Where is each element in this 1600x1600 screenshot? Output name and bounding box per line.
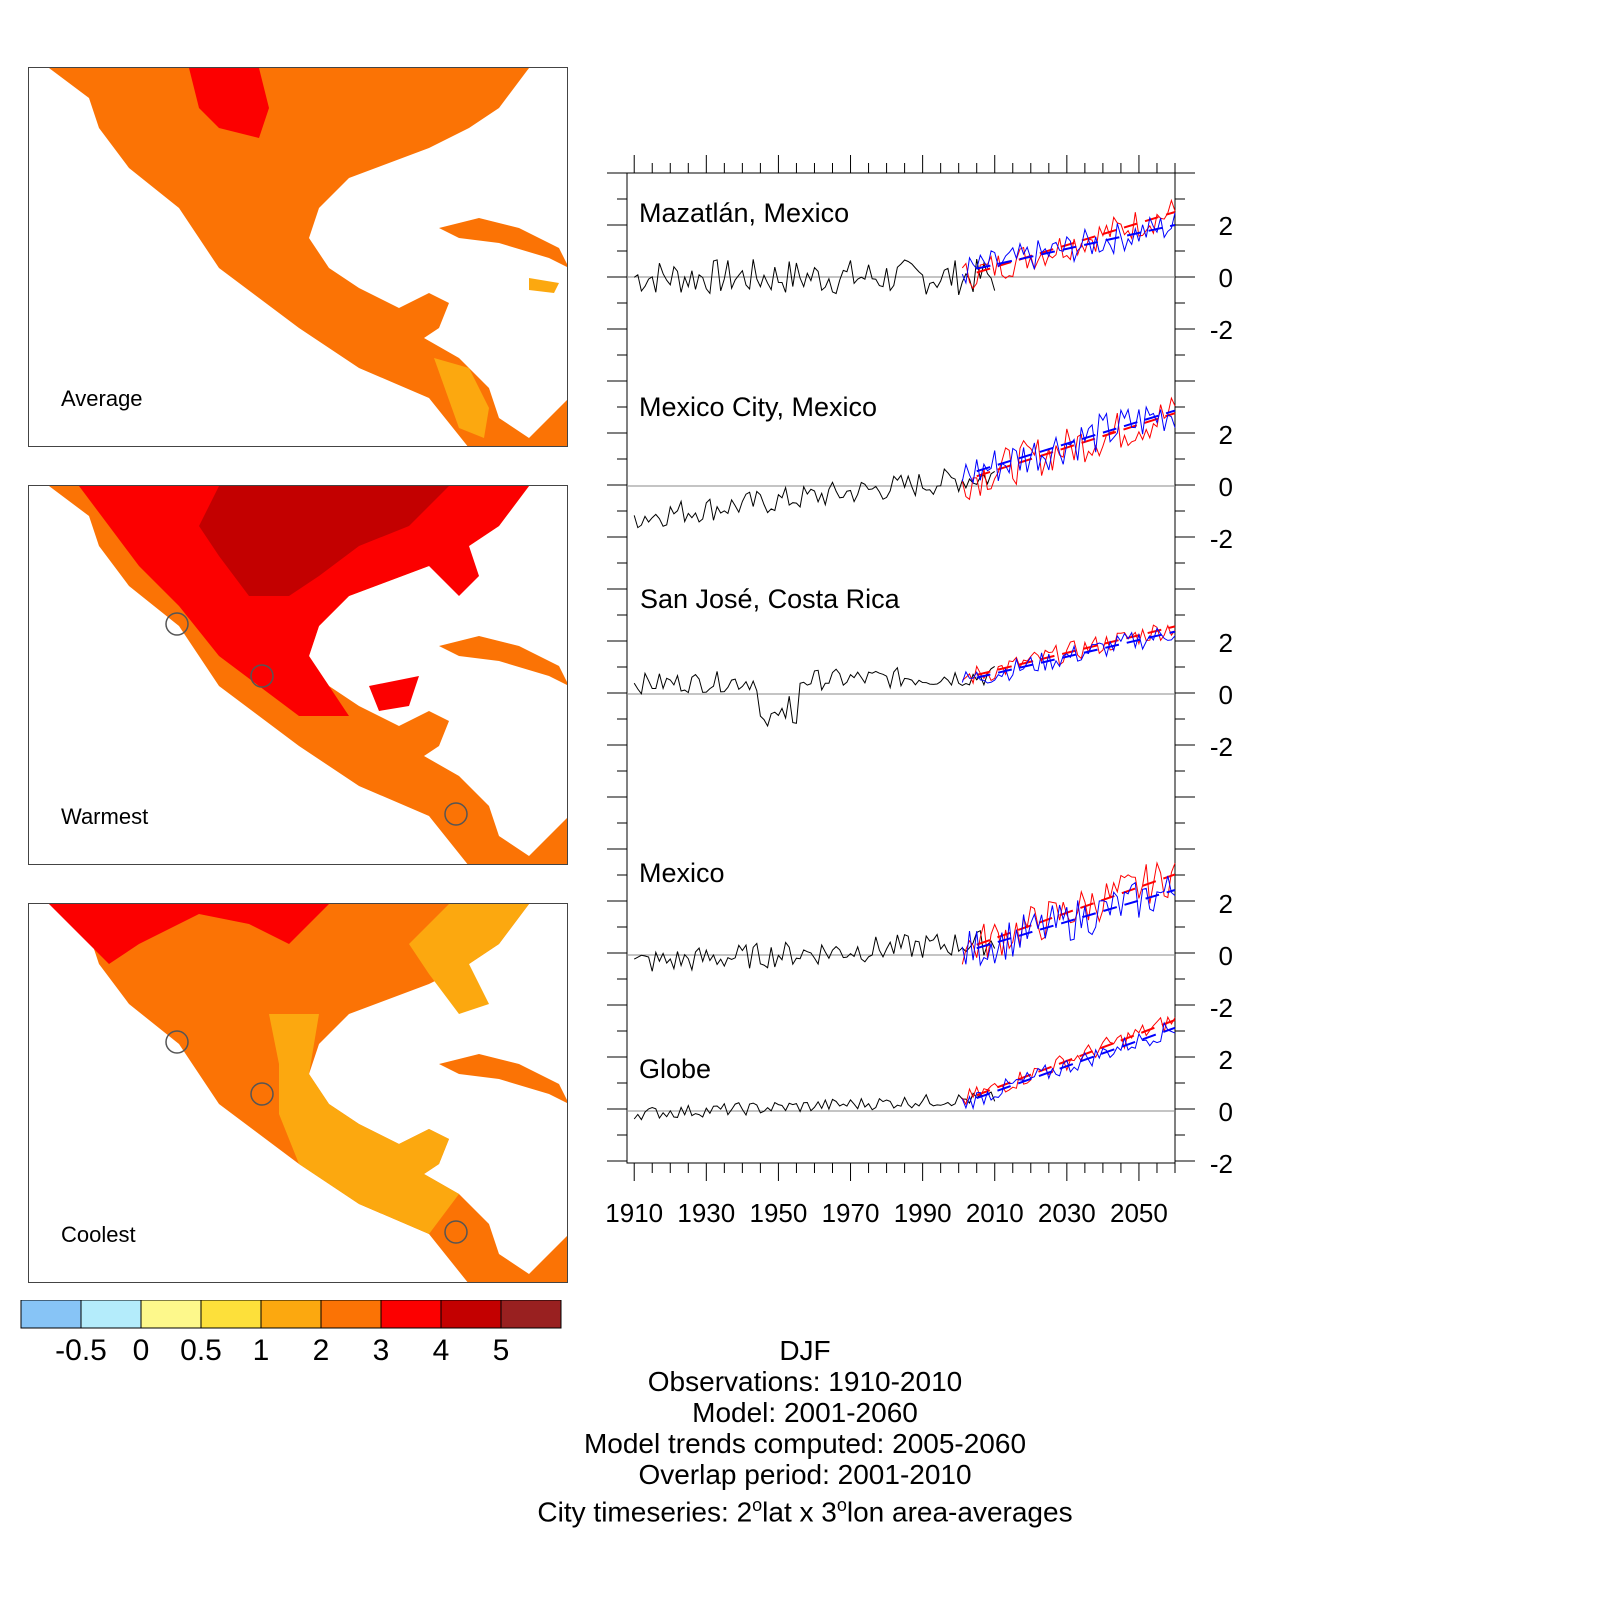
- model-trend-blue-line: [976, 630, 1176, 679]
- colorbar-tick-label: -0.5: [55, 1334, 107, 1367]
- map-coolest-graphic: [49, 904, 567, 1282]
- x-axis-tick-label: 1930: [677, 1198, 735, 1228]
- colorbar-swatch: [380, 1300, 442, 1329]
- map-coolest-label: Coolest: [61, 1222, 136, 1247]
- x-axis-tick-label: 2050: [1110, 1198, 1168, 1228]
- y-axis-tick-label: -2: [1210, 993, 1233, 1023]
- colorbar-swatch: [440, 1300, 502, 1329]
- colorbar-tick-label: 1: [253, 1334, 270, 1367]
- y-axis-tick-label: 2: [1219, 628, 1233, 658]
- panel-title: Mexico: [639, 858, 725, 888]
- y-axis-tick-label: 0: [1219, 941, 1233, 971]
- colorbar-swatch: [500, 1300, 562, 1329]
- colorbar-swatch: [80, 1300, 142, 1329]
- colorbar: -0.5 0 0.5 1 2 3 4 5: [20, 1300, 562, 1367]
- y-axis-tick-label: -2: [1210, 1149, 1233, 1179]
- panel-title: Mexico City, Mexico: [639, 392, 877, 422]
- y-axis-tick-label: 2: [1219, 1045, 1233, 1075]
- caption-city-prefix: City timeseries: 2: [537, 1496, 753, 1528]
- colorbar-tick-label: 5: [493, 1334, 510, 1367]
- y-axis-tick-label: 0: [1219, 680, 1233, 710]
- y-axis-tick-label: 2: [1219, 420, 1233, 450]
- colorbar-tick-label: 0: [133, 1334, 150, 1367]
- model-series-red-line: [961, 396, 1176, 501]
- observed-series-line: [633, 929, 996, 972]
- caption: DJF Observations: 1910-2010 Model: 2001-…: [480, 1335, 1130, 1527]
- y-axis-tick-label: 0: [1219, 472, 1233, 502]
- caption-city-degree-1: o: [752, 1495, 763, 1515]
- model-trend-blue-line: [976, 224, 1176, 270]
- map-coolest: Coolest: [28, 903, 568, 1283]
- observed-series-line: [633, 259, 996, 296]
- model-trend-blue-line: [976, 409, 1176, 473]
- x-axis-tick-label: 1910: [605, 1198, 663, 1228]
- panel-title: Globe: [639, 1054, 711, 1084]
- x-axis-tick-label: 1990: [894, 1198, 952, 1228]
- panel-title: Mazatlán, Mexico: [639, 198, 849, 228]
- observed-series-line: [633, 665, 995, 728]
- y-axis-tick-label: 0: [1219, 263, 1233, 293]
- y-axis-tick-label: -2: [1210, 732, 1233, 762]
- map-average-label: Average: [61, 386, 143, 411]
- caption-trends: Model trends computed: 2005-2060: [583, 1428, 1027, 1459]
- x-axis-tick-label: 2030: [1038, 1198, 1096, 1228]
- caption-model: Model: 2001-2060: [692, 1397, 918, 1428]
- panel-title: San José, Costa Rica: [640, 584, 901, 614]
- y-axis-tick-label: -2: [1210, 315, 1233, 345]
- x-axis-tick-label: 2010: [966, 1198, 1024, 1228]
- colorbar-swatch: [200, 1300, 262, 1329]
- map-average: Average: [28, 67, 568, 447]
- map-warmest-label: Warmest: [61, 804, 149, 829]
- map-warmest-graphic: [49, 486, 567, 864]
- map-warmest: Warmest: [28, 485, 568, 865]
- observed-series-line: [633, 1091, 996, 1121]
- colorbar-swatch: [260, 1300, 322, 1329]
- model-trend-red-line: [976, 873, 1176, 946]
- colorbar-tick-label: 0.5: [180, 1334, 222, 1367]
- y-axis-tick-label: 2: [1219, 211, 1233, 241]
- colorbar-swatch: [320, 1300, 382, 1329]
- x-axis-tick-label: 1970: [822, 1198, 880, 1228]
- colorbar-tick-label: 2: [313, 1334, 330, 1367]
- caption-city-suffix: lon area-averages: [846, 1496, 1073, 1528]
- y-axis-tick-label: 0: [1219, 1097, 1233, 1127]
- caption-city: City timeseries: 2olat x 3olon area-aver…: [480, 1490, 1130, 1527]
- timeseries-chart: 1910 1930 1950 1970 1990 2010 2030 2050 Mazatlán…: [605, 155, 1233, 1228]
- observed-series-line: [633, 467, 995, 529]
- x-axis-tick-label: 1950: [749, 1198, 807, 1228]
- caption-city-mid: lat x 3: [762, 1496, 837, 1528]
- model-trend-red-line: [976, 1019, 1176, 1097]
- caption-season: DJF: [779, 1335, 831, 1366]
- plot-frame: [626, 172, 1176, 1164]
- model-series-red-line: [961, 198, 1176, 290]
- caption-overlap: Overlap period: 2001-2010: [638, 1459, 972, 1490]
- model-trend-red-line: [976, 211, 1176, 274]
- colorbar-swatch: [140, 1300, 202, 1329]
- model-series-blue-line: [961, 405, 1176, 485]
- map-average-graphic: [49, 68, 567, 446]
- model-series-blue-line: [961, 212, 1176, 285]
- model-series-blue-line: [961, 875, 1176, 967]
- colorbar-tick-label: 4: [433, 1334, 450, 1367]
- colorbar-swatch: [20, 1300, 82, 1329]
- model-trend-blue-line: [976, 889, 1176, 950]
- model-series-red-line: [961, 861, 1176, 965]
- y-axis-tick-label: -2: [1210, 524, 1233, 554]
- model-trend-blue-line: [976, 1026, 1176, 1100]
- y-axis-tick-label: 2: [1219, 889, 1233, 919]
- model-trend-red-line: [976, 625, 1176, 676]
- caption-observations: Observations: 1910-2010: [647, 1366, 963, 1397]
- colorbar-tick-label: 3: [373, 1334, 390, 1367]
- model-series-red-line: [961, 624, 1176, 685]
- caption-city-degree-2: o: [836, 1495, 847, 1515]
